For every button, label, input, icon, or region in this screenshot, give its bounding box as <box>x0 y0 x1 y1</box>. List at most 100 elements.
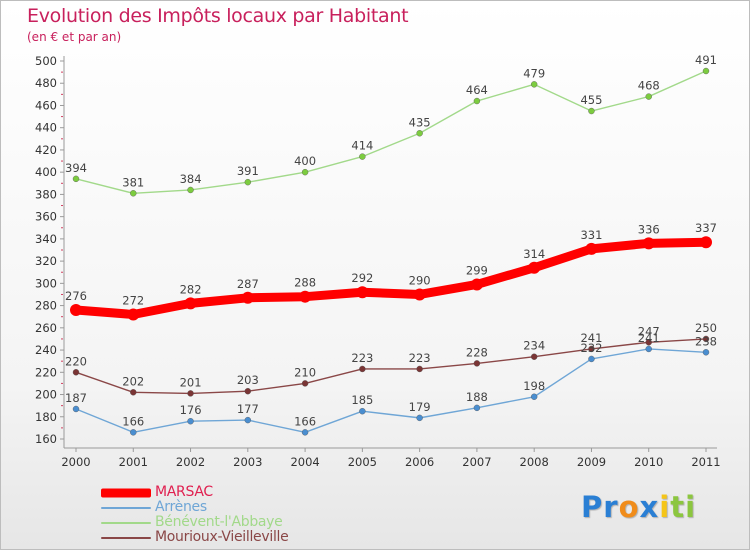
data-label: 287 <box>237 277 259 291</box>
data-label: 455 <box>580 93 602 107</box>
data-point <box>473 360 481 367</box>
x-tick-label: 2010 <box>634 455 663 469</box>
data-label: 220 <box>65 354 87 368</box>
data-label: 228 <box>466 345 488 359</box>
y-tick-label: 280 <box>35 299 57 313</box>
data-point <box>359 153 366 160</box>
y-tick-label: 460 <box>35 98 57 112</box>
logo-letter: x <box>639 490 660 524</box>
legend-swatch <box>101 488 151 497</box>
data-label: 314 <box>523 247 545 261</box>
data-point <box>244 416 252 424</box>
data-label: 250 <box>695 321 717 335</box>
series-line-2 <box>75 70 707 195</box>
series-line-3 <box>75 338 707 395</box>
legend-label: MARSAC <box>155 484 213 500</box>
data-label: 232 <box>580 341 602 355</box>
data-label: 290 <box>409 273 431 287</box>
data-label: 400 <box>294 154 316 168</box>
data-label: 464 <box>466 83 488 97</box>
data-point <box>473 404 481 412</box>
y-tick-label: 200 <box>35 388 57 402</box>
data-label: 292 <box>351 271 373 285</box>
proxiti-logo: Proxiti <box>581 490 696 524</box>
y-tick-label: 500 <box>35 54 57 68</box>
data-point <box>588 355 595 363</box>
data-label: 479 <box>523 66 545 80</box>
data-point <box>702 67 710 75</box>
x-tick-label: 2000 <box>61 455 90 469</box>
x-tick-label: 2008 <box>520 455 549 469</box>
data-point <box>588 107 595 115</box>
data-point <box>127 308 140 321</box>
data-point <box>244 387 252 395</box>
data-label: 272 <box>122 293 144 307</box>
y-tick-label: 380 <box>35 187 57 201</box>
x-tick-label: 2011 <box>691 455 720 469</box>
legend-swatch <box>101 536 151 539</box>
data-label: 288 <box>294 276 316 290</box>
logo-letter: o <box>618 490 640 524</box>
data-point <box>241 291 254 304</box>
data-point <box>359 365 366 373</box>
data-label: 435 <box>409 115 431 129</box>
data-point <box>72 369 80 376</box>
x-tick-label: 2007 <box>462 455 491 469</box>
data-label: 202 <box>122 374 144 388</box>
data-point <box>301 168 309 176</box>
data-point <box>528 261 541 274</box>
x-tick-label: 2002 <box>176 455 205 469</box>
y-tick-label: 480 <box>35 76 57 90</box>
data-label: 299 <box>466 263 488 277</box>
y-tick-label: 180 <box>35 410 57 424</box>
y-tick-label: 260 <box>35 321 57 335</box>
data-label: 468 <box>638 79 660 93</box>
data-point <box>356 286 369 299</box>
data-label: 276 <box>65 289 87 303</box>
data-point <box>187 186 194 194</box>
data-label: 201 <box>180 375 202 389</box>
legend-label: Bénévent-l'Abbaye <box>155 514 283 530</box>
data-label: 331 <box>580 228 602 242</box>
data-point <box>473 97 481 105</box>
data-point <box>72 175 80 183</box>
data-label: 381 <box>122 175 144 189</box>
data-label: 247 <box>638 324 660 338</box>
data-label: 210 <box>294 365 316 379</box>
series-line-1 <box>75 348 707 434</box>
x-tick-label: 2006 <box>405 455 434 469</box>
legend-label: Mourioux-Vieilleville <box>155 529 289 545</box>
data-point <box>187 390 194 397</box>
logo-letter: r <box>603 490 619 524</box>
data-point <box>645 345 652 353</box>
data-label: 238 <box>695 334 717 348</box>
data-label: 394 <box>65 161 87 175</box>
data-label: 223 <box>409 351 431 365</box>
y-tick-label: 400 <box>35 165 57 179</box>
data-label: 223 <box>351 351 373 365</box>
data-point <box>530 353 538 360</box>
y-tick-label: 320 <box>35 254 57 268</box>
data-label: 337 <box>695 221 717 235</box>
data-label: 336 <box>638 222 660 236</box>
chart-subtitle: (en € et par an) <box>27 30 122 44</box>
x-tick-label: 2004 <box>290 455 319 469</box>
data-point <box>299 290 312 303</box>
y-tick-label: 440 <box>35 121 57 135</box>
legend-swatch <box>101 506 151 509</box>
data-label: 491 <box>695 53 717 67</box>
data-label: 185 <box>351 393 373 407</box>
data-label: 166 <box>294 414 316 428</box>
data-label: 187 <box>65 391 87 405</box>
data-label: 414 <box>351 139 373 153</box>
data-point <box>530 81 538 88</box>
data-point <box>301 380 309 387</box>
data-point <box>530 393 538 400</box>
data-point <box>416 414 423 422</box>
y-tick-label: 160 <box>35 432 57 446</box>
data-label: 234 <box>523 339 545 353</box>
data-label: 241 <box>638 331 660 345</box>
logo-letter: P <box>581 490 604 524</box>
data-point <box>645 93 652 100</box>
